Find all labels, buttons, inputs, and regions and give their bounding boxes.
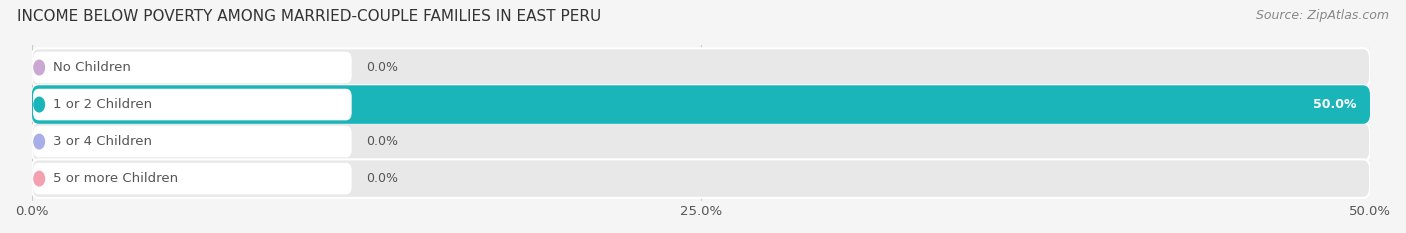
Text: Source: ZipAtlas.com: Source: ZipAtlas.com	[1256, 9, 1389, 22]
Circle shape	[34, 97, 45, 112]
Text: 0.0%: 0.0%	[367, 172, 398, 185]
FancyBboxPatch shape	[32, 122, 1369, 161]
FancyBboxPatch shape	[32, 52, 352, 83]
FancyBboxPatch shape	[32, 163, 352, 194]
Text: 50.0%: 50.0%	[1313, 98, 1357, 111]
Circle shape	[34, 134, 45, 149]
FancyBboxPatch shape	[32, 48, 1369, 87]
Text: 0.0%: 0.0%	[367, 135, 398, 148]
FancyBboxPatch shape	[32, 89, 352, 120]
FancyBboxPatch shape	[32, 85, 1369, 124]
Text: 0.0%: 0.0%	[367, 61, 398, 74]
Circle shape	[34, 60, 45, 75]
Circle shape	[34, 171, 45, 186]
Text: 5 or more Children: 5 or more Children	[52, 172, 177, 185]
Text: 1 or 2 Children: 1 or 2 Children	[52, 98, 152, 111]
FancyBboxPatch shape	[32, 126, 352, 157]
Text: 3 or 4 Children: 3 or 4 Children	[52, 135, 152, 148]
FancyBboxPatch shape	[32, 85, 1369, 124]
Text: INCOME BELOW POVERTY AMONG MARRIED-COUPLE FAMILIES IN EAST PERU: INCOME BELOW POVERTY AMONG MARRIED-COUPL…	[17, 9, 602, 24]
FancyBboxPatch shape	[32, 159, 1369, 198]
Text: No Children: No Children	[52, 61, 131, 74]
